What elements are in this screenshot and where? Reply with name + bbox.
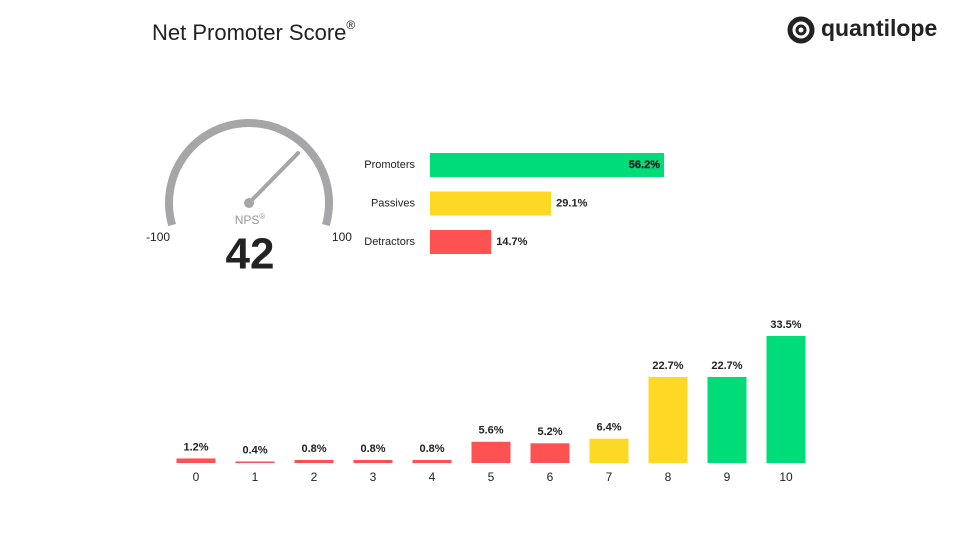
bar xyxy=(589,438,629,463)
gauge-hub xyxy=(244,198,254,208)
x-tick-label: 9 xyxy=(724,470,731,484)
x-tick-label: 0 xyxy=(193,470,200,484)
x-tick-label: 3 xyxy=(370,470,377,484)
x-tick-label: 1 xyxy=(252,470,259,484)
bar-value-label: 22.7% xyxy=(711,360,742,372)
x-tick-label: 10 xyxy=(779,470,793,484)
bar-value-label: 5.6% xyxy=(478,425,503,437)
hbar xyxy=(430,153,664,177)
bar xyxy=(412,459,452,463)
bar-value-label: 5.2% xyxy=(537,426,562,438)
x-tick-label: 4 xyxy=(429,470,436,484)
gauge-tick-label: -100 xyxy=(146,230,170,244)
bar-value-label: 1.2% xyxy=(183,441,208,453)
x-tick-label: 6 xyxy=(547,470,554,484)
bar-value-label: 0.8% xyxy=(419,443,444,455)
logo-dot xyxy=(795,24,807,36)
title: Net Promoter Score® xyxy=(152,18,355,45)
bar xyxy=(176,458,216,463)
title-mark: ® xyxy=(346,18,355,32)
logo-ring xyxy=(787,16,815,44)
title-text: Net Promoter Score xyxy=(152,20,346,45)
hbar-category: Passives xyxy=(371,197,416,209)
bar-value-label: 0.4% xyxy=(242,444,267,456)
bar xyxy=(766,336,806,463)
bar-value-label: 22.7% xyxy=(652,360,683,372)
hbar xyxy=(430,230,492,254)
bar xyxy=(471,441,511,463)
hbar-category: Promoters xyxy=(364,159,415,171)
hbar xyxy=(430,191,552,216)
hbar-value-label: 14.7% xyxy=(496,236,527,248)
bar xyxy=(235,461,275,463)
bar-value-label: 0.8% xyxy=(301,443,326,455)
bar xyxy=(353,459,393,463)
bar-value-label: 33.5% xyxy=(770,319,801,331)
brand: quantilope xyxy=(821,15,937,41)
brand-logo: quantilope xyxy=(787,15,937,44)
bar-value-label: 0.8% xyxy=(360,443,385,455)
hbar-value-label: 29.1% xyxy=(556,197,587,209)
bar xyxy=(294,459,334,463)
x-tick-label: 7 xyxy=(606,470,613,484)
gauge-label-text: NPS xyxy=(235,213,260,227)
hbar-category: Detractors xyxy=(364,236,415,248)
bar-value-label: 6.4% xyxy=(596,422,621,434)
gauge-tick-label: 100 xyxy=(332,230,352,244)
gauge-arc xyxy=(165,119,333,227)
x-tick-label: 5 xyxy=(488,470,495,484)
gauge-needle xyxy=(247,151,301,205)
hbar-value-label: 56.2% xyxy=(629,159,660,171)
bar xyxy=(530,443,570,463)
x-tick-label: 2 xyxy=(311,470,318,484)
bar xyxy=(648,376,688,463)
bar xyxy=(707,376,747,463)
gauge-value: 42 xyxy=(226,230,275,279)
x-tick-label: 8 xyxy=(665,470,672,484)
gauge-label: NPS® xyxy=(235,212,266,227)
gauge-label-mark: ® xyxy=(259,212,265,221)
